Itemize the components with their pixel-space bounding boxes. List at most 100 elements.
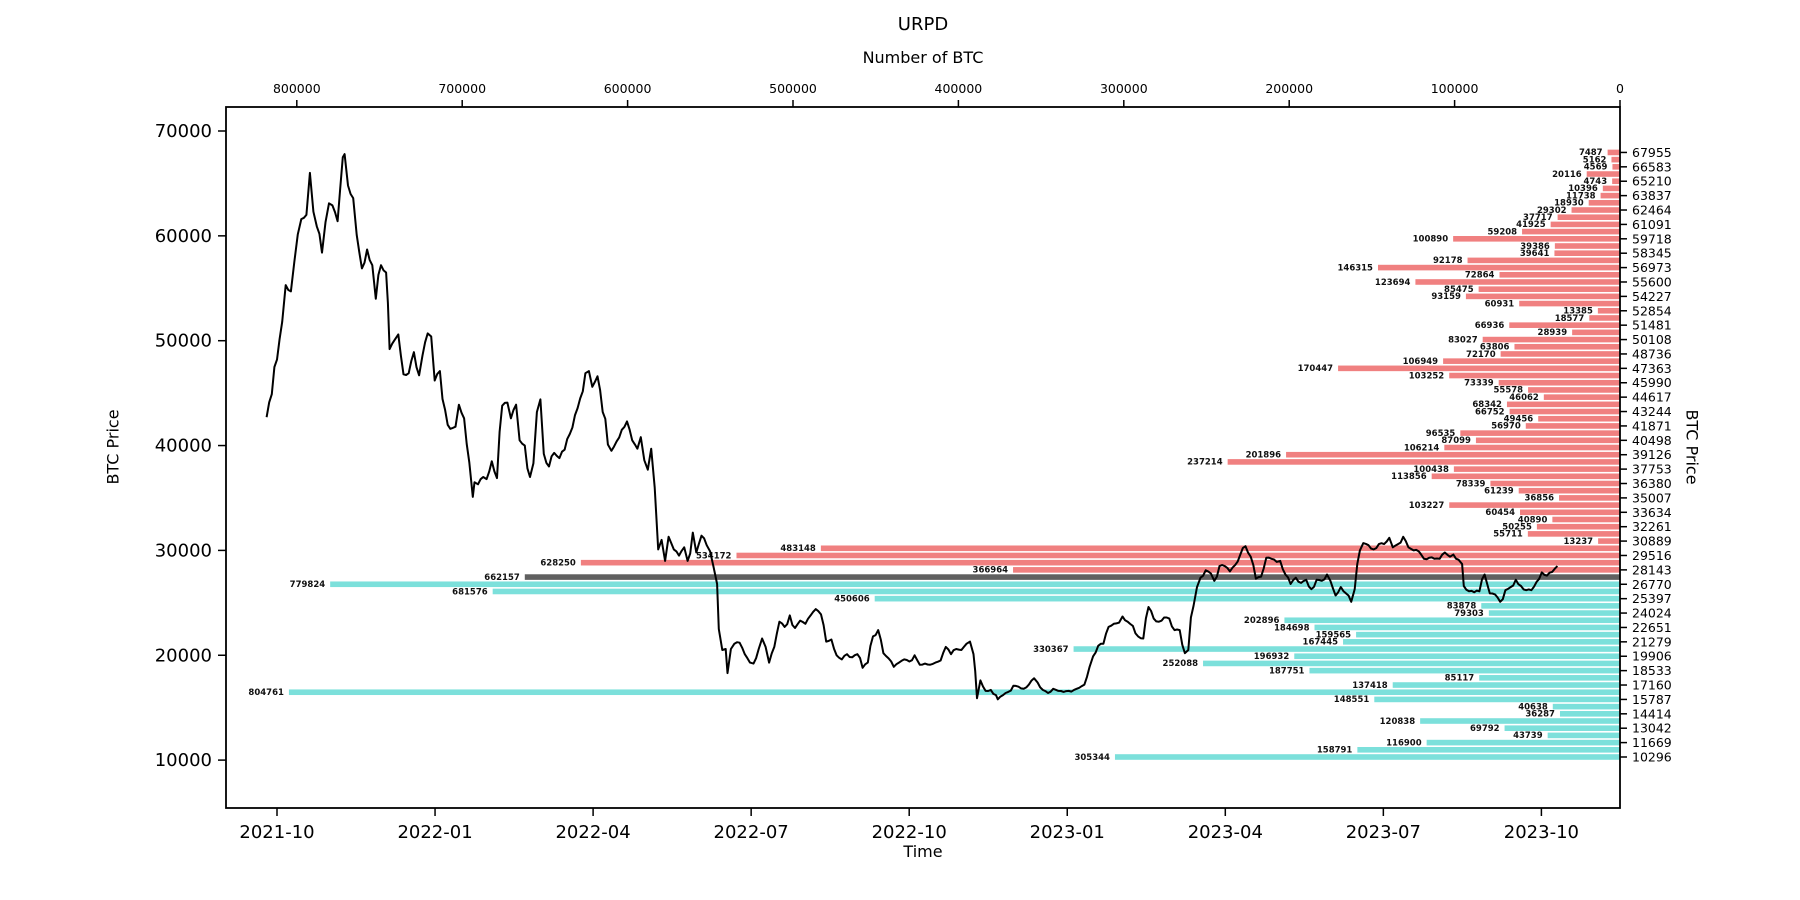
urpd-bar (1538, 415, 1620, 422)
right-axis-tick-label: 26770 (1632, 577, 1672, 592)
bar-value-label: 170447 (1298, 364, 1334, 374)
right-axis-tick-label: 51481 (1632, 318, 1672, 333)
bottom-axis-tick-label: 2022-01 (397, 822, 472, 843)
urpd-bar (1490, 480, 1620, 487)
urpd-bar (1552, 516, 1620, 523)
bar-value-label: 11738 (1566, 191, 1596, 201)
urpd-bar (1597, 307, 1620, 314)
bar-value-label: 36287 (1525, 710, 1555, 720)
urpd-bar (1528, 387, 1620, 393)
bar-value-label: 628250 (540, 558, 576, 568)
right-axis-tick-label: 65210 (1632, 174, 1672, 189)
urpd-bar (1356, 631, 1620, 638)
left-axis-tick-label: 50000 (155, 331, 212, 352)
left-axis-tick-label: 10000 (155, 750, 212, 771)
bar-value-label: 120838 (1380, 717, 1416, 727)
bar-value-label: 237214 (1187, 458, 1223, 468)
urpd-bar (1514, 343, 1620, 350)
right-axis-tick-label: 45990 (1632, 375, 1672, 390)
urpd-bar (1284, 617, 1620, 624)
right-axis-tick-label: 30889 (1632, 534, 1672, 549)
right-axis-tick-label: 56973 (1632, 260, 1672, 275)
bottom-axis-tick-label: 2022-10 (872, 822, 947, 843)
urpd-bar (1559, 495, 1620, 501)
bar-value-label: 87099 (1441, 436, 1471, 446)
bar-value-label: 41925 (1516, 220, 1546, 230)
urpd-bar (1114, 754, 1620, 760)
right-axis-tick-label: 66583 (1632, 159, 1672, 174)
urpd-bar (1557, 214, 1620, 221)
urpd-bar (580, 559, 1620, 566)
bar-value-label: 116900 (1386, 738, 1422, 748)
bar-value-label: 202896 (1244, 616, 1280, 626)
top-axis-tick-label: 300000 (1100, 81, 1148, 96)
bar-value-label: 50255 (1502, 522, 1532, 532)
bar-value-label: 13385 (1563, 307, 1593, 317)
bar-value-label: 78339 (1456, 479, 1486, 489)
bar-value-label: 146315 (1337, 263, 1373, 273)
bar-value-label: 483148 (780, 544, 816, 554)
bar-value-label: 85117 (1445, 674, 1475, 684)
top-axis-tick-label: 0 (1616, 81, 1624, 96)
bar-value-label: 450606 (834, 594, 870, 604)
top-axis-tick-label: 200000 (1265, 81, 1313, 96)
urpd-bar (1479, 675, 1620, 681)
right-axis-tick-label: 10296 (1632, 749, 1672, 764)
urpd-bar (1013, 567, 1620, 573)
bar-value-label: 59208 (1487, 227, 1517, 237)
right-axis-tick-label: 40498 (1632, 433, 1672, 448)
bar-value-label: 779824 (290, 580, 326, 590)
right-axis-tick-label: 14414 (1632, 706, 1672, 721)
right-axis-tick-label: 11669 (1632, 735, 1672, 750)
bottom-axis-tick-label: 2022-07 (714, 822, 789, 843)
left-axis-tick-label: 20000 (155, 645, 212, 666)
bar-value-label: 4569 (1584, 163, 1608, 173)
bar-value-label: 61239 (1484, 486, 1514, 496)
bar-value-label: 148551 (1334, 695, 1370, 705)
urpd-bar (1488, 610, 1620, 616)
bar-value-label: 106949 (1403, 357, 1439, 367)
bar-value-label: 106214 (1404, 443, 1440, 453)
urpd-bar (524, 574, 1621, 580)
urpd-bar (1506, 401, 1620, 408)
bar-value-label: 7487 (1579, 148, 1603, 158)
urpd-bar (1338, 365, 1620, 372)
urpd-bar (1500, 351, 1620, 357)
urpd-bar (1227, 459, 1620, 465)
bottom-axis-tick-label: 2021-10 (239, 822, 314, 843)
top-axis-tick-label: 400000 (935, 81, 983, 96)
urpd-bar (1554, 250, 1620, 257)
top-axis-tick-label: 500000 (769, 81, 817, 96)
bar-value-label: 66752 (1475, 407, 1505, 417)
urpd-bar (1547, 732, 1620, 739)
bar-value-label: 40890 (1518, 515, 1548, 525)
bar-value-label: 92178 (1433, 256, 1463, 266)
bar-value-label: 40638 (1518, 702, 1548, 712)
bar-value-label: 18930 (1554, 199, 1584, 209)
urpd-bar (1612, 164, 1620, 170)
urpd-bar (1203, 660, 1620, 667)
bar-value-label: 20116 (1552, 170, 1582, 180)
right-axis-tick-label: 39126 (1632, 447, 1672, 462)
bar-value-label: 137418 (1352, 681, 1388, 691)
right-axis-tick-label: 41871 (1632, 418, 1672, 433)
urpd-bar (1504, 725, 1620, 732)
urpd-bar (1571, 207, 1620, 213)
bar-value-label: 252088 (1163, 659, 1199, 669)
right-axis-tick-label: 52854 (1632, 303, 1672, 318)
bar-value-label: 39386 (1520, 242, 1550, 252)
bar-value-label: 85475 (1444, 285, 1474, 295)
bar-value-label: 159565 (1316, 630, 1352, 640)
urpd-bar (1377, 264, 1620, 271)
bar-value-label: 366964 (973, 566, 1009, 576)
right-axis-tick-label: 25397 (1632, 591, 1672, 606)
urpd-bar (1499, 271, 1620, 278)
urpd-bar (1611, 156, 1620, 163)
bar-value-label: 43739 (1513, 731, 1543, 741)
bar-value-label: 103252 (1409, 371, 1445, 381)
bar-value-label: 55711 (1493, 530, 1523, 540)
right-axis-tick-label: 61091 (1632, 217, 1672, 232)
bar-value-label: 39641 (1520, 249, 1550, 259)
bar-value-label: 46062 (1509, 393, 1539, 403)
urpd-bar (1612, 178, 1620, 185)
